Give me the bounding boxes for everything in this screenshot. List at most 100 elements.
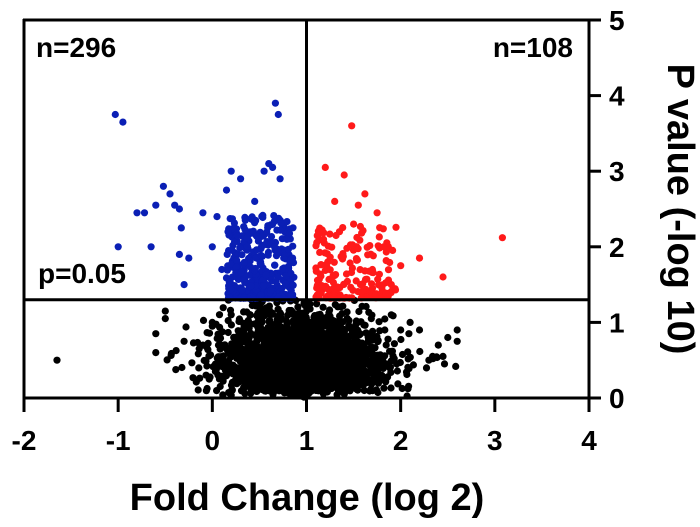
down-point — [177, 224, 185, 232]
down-regulated-point — [230, 238, 239, 246]
x-tick-label: 1 — [299, 425, 315, 456]
down-regulated-point — [267, 233, 276, 241]
background-point — [323, 365, 331, 373]
background-point — [387, 384, 395, 392]
background-point — [274, 305, 282, 313]
background-point — [240, 374, 248, 382]
up-regulated-point — [312, 267, 320, 275]
background-point — [355, 352, 363, 361]
down-point — [114, 243, 122, 251]
y-tick-label: 2 — [609, 232, 625, 263]
up-point — [368, 265, 376, 274]
background-point — [219, 304, 227, 312]
down-regulated-point — [228, 246, 236, 254]
background-point — [216, 382, 224, 391]
down-regulated-point — [243, 242, 251, 250]
down-point — [171, 201, 179, 209]
down-point — [133, 209, 141, 217]
down-regulated-point — [264, 251, 272, 259]
down-point — [180, 281, 188, 289]
background-point — [369, 327, 377, 335]
up-regulated-point — [363, 275, 371, 283]
up-point — [354, 201, 362, 209]
background-point — [422, 364, 431, 372]
background-point — [189, 339, 198, 347]
down-point — [152, 201, 160, 209]
down-point — [199, 209, 207, 217]
background-point — [362, 357, 370, 365]
background-point — [228, 386, 236, 394]
background-point — [217, 372, 226, 380]
up-point — [335, 228, 344, 236]
background-point — [255, 381, 263, 389]
background-point — [205, 352, 213, 360]
background-point — [386, 363, 394, 371]
down-regulated-point — [262, 271, 270, 279]
up-point — [498, 234, 506, 242]
not_significant-point — [453, 337, 461, 345]
up-regulated-point — [323, 250, 331, 258]
background-point — [216, 323, 224, 331]
x-tick-label: 0 — [205, 425, 221, 456]
background-point — [172, 347, 180, 355]
down-regulated-point — [240, 258, 248, 266]
down-regulated-point — [238, 286, 246, 294]
down-regulated-point — [285, 229, 294, 237]
background-point — [242, 334, 250, 342]
background-point — [347, 382, 355, 390]
background-point — [452, 362, 460, 370]
background-point — [353, 372, 361, 381]
background-point — [268, 329, 277, 337]
down-regulated-point — [258, 232, 266, 240]
background-point — [393, 367, 401, 375]
x-tick-label: -2 — [12, 425, 37, 456]
up-regulated-point — [392, 223, 400, 231]
down-regulated-point — [274, 248, 283, 256]
down-regulated-point — [270, 212, 278, 220]
up-regulated-point — [354, 288, 362, 296]
background-point — [269, 344, 277, 352]
up-regulated-point — [313, 284, 321, 292]
up-regulated-point — [329, 271, 337, 280]
down-regulated-point — [223, 266, 231, 274]
down-regulated-point — [280, 254, 288, 262]
down-point — [185, 254, 193, 262]
up-regulated-point — [322, 261, 330, 269]
background-point — [286, 356, 294, 364]
down-regulated-point — [233, 232, 242, 240]
up-regulated-point — [374, 275, 382, 283]
down-point — [222, 186, 231, 194]
background-point — [248, 374, 256, 382]
background-point — [167, 351, 175, 359]
not_significant-point — [227, 311, 235, 319]
up-regulated-point — [347, 283, 355, 291]
down-point — [166, 190, 174, 198]
x-tick-label: 2 — [393, 425, 409, 456]
background-point — [398, 384, 406, 393]
up-regulated-point — [346, 241, 355, 249]
down-point — [237, 175, 245, 183]
background-point — [268, 309, 276, 317]
background-point — [375, 362, 383, 370]
y-tick-label: 0 — [609, 383, 625, 414]
up-regulated-point — [339, 252, 347, 260]
background-point — [290, 336, 299, 344]
background-point — [199, 316, 208, 324]
background-point — [351, 342, 359, 350]
background-point — [246, 311, 254, 319]
background-point — [368, 368, 376, 376]
background-point — [333, 328, 342, 336]
background-point — [216, 340, 224, 348]
background-point — [330, 350, 338, 358]
background-point — [220, 362, 228, 370]
background-point — [271, 351, 279, 359]
down-regulated-point — [259, 282, 268, 290]
down-point — [269, 163, 277, 171]
up-regulated-point — [353, 233, 361, 242]
up-regulated-point — [326, 266, 334, 274]
not_significant-point — [434, 341, 442, 349]
down-regulated-point — [287, 256, 295, 264]
down-regulated-point — [283, 218, 291, 226]
background-point — [294, 358, 302, 366]
up-point — [397, 262, 405, 270]
